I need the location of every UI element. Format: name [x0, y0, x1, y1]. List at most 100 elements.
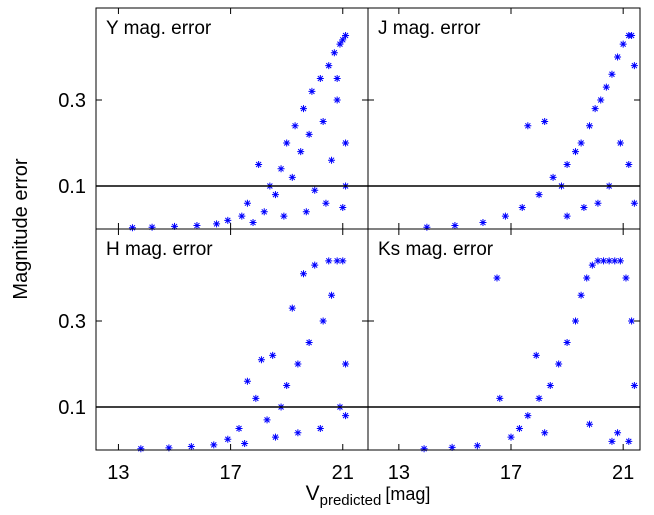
point — [283, 382, 291, 390]
point — [549, 173, 557, 181]
point — [277, 165, 285, 173]
point — [608, 437, 616, 445]
point — [235, 425, 243, 433]
point — [507, 433, 515, 441]
y-tick-label: 0.3 — [58, 90, 86, 112]
point — [339, 36, 347, 44]
point — [535, 394, 543, 402]
point — [333, 96, 341, 104]
y-tick-label: 0.1 — [58, 397, 86, 419]
point — [451, 222, 459, 230]
point — [193, 222, 201, 230]
point — [572, 317, 580, 325]
point — [342, 32, 350, 40]
point — [333, 75, 341, 83]
point — [330, 49, 338, 57]
point — [501, 212, 509, 220]
panel-title: H mag. error — [106, 239, 213, 260]
point — [137, 445, 145, 453]
point — [605, 257, 613, 265]
point — [628, 32, 636, 40]
point — [563, 212, 571, 220]
point — [316, 425, 324, 433]
point — [271, 191, 279, 199]
point — [238, 212, 246, 220]
panel-frame — [95, 7, 369, 230]
point — [600, 257, 608, 265]
point — [291, 122, 299, 130]
point — [563, 161, 571, 169]
point — [577, 291, 585, 299]
x-tick-label: 21 — [332, 462, 354, 484]
point — [342, 139, 350, 147]
point — [602, 83, 610, 91]
point — [325, 62, 333, 70]
point — [541, 118, 549, 126]
point — [541, 429, 549, 437]
point — [622, 274, 630, 282]
point — [305, 130, 313, 138]
point — [325, 257, 333, 265]
point — [302, 208, 310, 216]
point — [128, 224, 136, 232]
point — [288, 304, 296, 312]
point — [252, 394, 260, 402]
point — [257, 356, 265, 364]
point — [496, 394, 504, 402]
point — [249, 219, 257, 227]
point — [616, 257, 624, 265]
point — [342, 412, 350, 420]
point — [339, 204, 347, 212]
point — [339, 257, 347, 265]
point — [243, 377, 251, 385]
point — [493, 274, 501, 282]
point — [241, 440, 249, 448]
point — [328, 156, 336, 164]
point — [572, 148, 580, 156]
point — [328, 291, 336, 299]
point — [305, 339, 313, 347]
point — [479, 219, 487, 227]
point — [577, 139, 585, 147]
panel-frame — [367, 228, 641, 451]
point — [300, 270, 308, 278]
point — [336, 40, 344, 48]
point — [294, 360, 302, 368]
point — [580, 204, 588, 212]
point — [630, 199, 638, 207]
point — [608, 70, 616, 78]
point — [300, 105, 308, 113]
point — [594, 257, 602, 265]
point — [611, 257, 619, 265]
y-tick-label: 0.1 — [58, 176, 86, 198]
point — [532, 351, 540, 359]
x-label-unit: [mag] — [385, 484, 430, 504]
point — [280, 212, 288, 220]
point — [625, 437, 633, 445]
point — [546, 382, 554, 390]
point — [423, 223, 431, 231]
y-axis-label: Magnitude error — [10, 158, 32, 300]
point — [591, 105, 599, 113]
point — [420, 445, 428, 453]
x-label-main: V — [306, 482, 320, 505]
point — [294, 429, 302, 437]
panel-frame — [367, 7, 641, 230]
point — [614, 53, 622, 61]
point — [210, 441, 218, 449]
point — [619, 40, 627, 48]
x-label-sub: predicted — [320, 492, 382, 509]
point — [333, 257, 341, 265]
point — [586, 122, 594, 130]
point — [322, 199, 330, 207]
point — [260, 208, 268, 216]
point — [630, 382, 638, 390]
point — [269, 351, 277, 359]
point — [311, 261, 319, 269]
point — [628, 317, 636, 325]
point — [555, 360, 563, 368]
point — [448, 443, 456, 451]
y-tick-label: 0.3 — [58, 311, 86, 333]
point — [316, 75, 324, 83]
